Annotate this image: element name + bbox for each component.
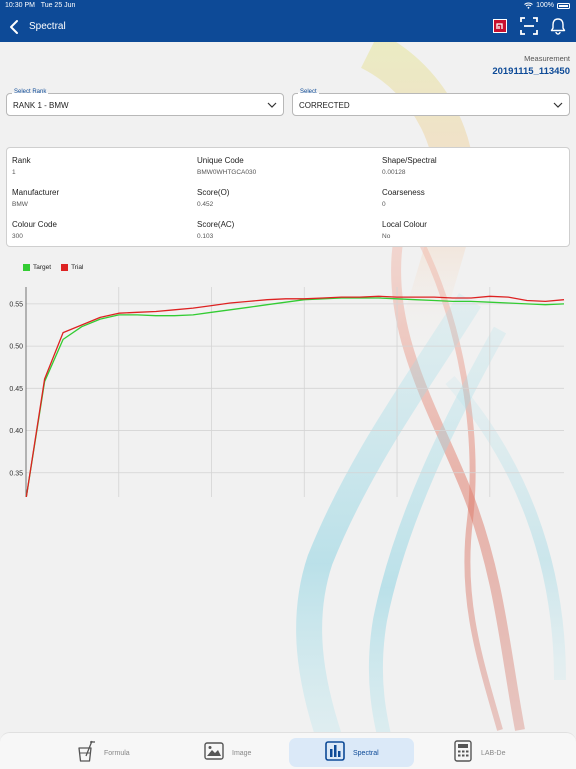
- image-icon: [204, 742, 224, 760]
- legend-item-trial[interactable]: Trial: [61, 264, 83, 271]
- bottom-tab-bar: Formula Image Spectral LAB-De: [0, 732, 576, 769]
- main-content: Measurement 20191115_113450 Select Rank …: [0, 42, 576, 732]
- back-chevron-icon[interactable]: [6, 18, 24, 36]
- info-coarseness: Coarseness 0: [382, 188, 425, 208]
- select-mode-label: Select: [298, 89, 319, 95]
- notifications-button[interactable]: [548, 16, 568, 36]
- legend-swatch-trial: [61, 264, 69, 271]
- formula-cup-icon: [78, 740, 95, 762]
- chevron-down-icon: [553, 102, 563, 108]
- info-local-colour: Local Colour No: [382, 220, 427, 240]
- tab-lab-de[interactable]: LAB-De: [417, 738, 542, 767]
- select-rank-value: RANK 1 - BMW: [13, 101, 69, 110]
- tab-formula[interactable]: Formula: [40, 738, 165, 767]
- brand-logo-icon: [493, 19, 507, 33]
- battery-percent: 100%: [536, 2, 554, 9]
- info-manufacturer: Manufacturer BMW: [12, 188, 60, 208]
- status-time: 10:30 PM Tue 25 Jun: [5, 2, 76, 9]
- scan-button[interactable]: [519, 16, 539, 36]
- info-colour-code: Colour Code 300: [12, 220, 57, 240]
- battery-icon: [557, 2, 570, 9]
- y-tick-label: 0.40: [9, 428, 23, 435]
- y-tick-label: 0.55: [9, 301, 23, 308]
- select-rank-dropdown[interactable]: Select Rank RANK 1 - BMW: [6, 89, 284, 116]
- legend-label-target: Target: [33, 264, 52, 271]
- tab-spectral[interactable]: Spectral: [289, 738, 414, 767]
- measurement-label: Measurement: [524, 54, 570, 63]
- wifi-icon: [524, 2, 533, 9]
- bell-icon: [550, 18, 566, 35]
- legend-item-target[interactable]: Target: [23, 264, 51, 271]
- calculator-icon: [454, 740, 472, 762]
- measurement-value: 20191115_113450: [492, 66, 570, 77]
- status-right: 100%: [524, 2, 570, 9]
- spectral-chart: Target Trial 4004505005506006500.300.350…: [0, 257, 576, 497]
- info-unique-code: Unique Code BMW0WHTGCA030: [197, 156, 257, 176]
- nav-bar: Spectral: [0, 12, 576, 42]
- scan-icon: [520, 17, 538, 35]
- nav-actions: [490, 16, 568, 36]
- chevron-down-icon: [267, 102, 277, 108]
- status-bar: 10:30 PM Tue 25 Jun 100%: [0, 0, 576, 12]
- spectral-chart-svg: 4004505005506006500.300.350.400.450.500.…: [9, 287, 565, 497]
- info-score-ac: Score(AC) 0.103: [197, 220, 235, 240]
- tab-image[interactable]: Image: [168, 738, 293, 767]
- select-mode-value: CORRECTED: [299, 101, 350, 110]
- info-score-o: Score(O) 0.452: [197, 188, 230, 208]
- select-mode-dropdown[interactable]: Select CORRECTED: [292, 89, 570, 116]
- y-tick-label: 0.35: [9, 470, 23, 477]
- page-title: Spectral: [29, 21, 66, 32]
- info-shape-spectral: Shape/Spectral 0.00128: [382, 156, 437, 176]
- legend-label-trial: Trial: [71, 264, 84, 271]
- legend-swatch-target: [23, 264, 30, 271]
- chart-legend: Target Trial: [23, 264, 83, 271]
- y-tick-label: 0.50: [9, 344, 23, 351]
- brand-logo-button[interactable]: [490, 16, 510, 36]
- bar-chart-icon: [325, 741, 345, 761]
- series-line-target: [25, 297, 565, 497]
- select-rank-label: Select Rank: [12, 89, 49, 95]
- series-line-trial: [25, 295, 565, 497]
- info-rank: Rank 1: [12, 156, 31, 176]
- y-tick-label: 0.45: [9, 386, 23, 393]
- match-info-card: Rank 1 Unique Code BMW0WHTGCA030 Shape/S…: [6, 147, 570, 247]
